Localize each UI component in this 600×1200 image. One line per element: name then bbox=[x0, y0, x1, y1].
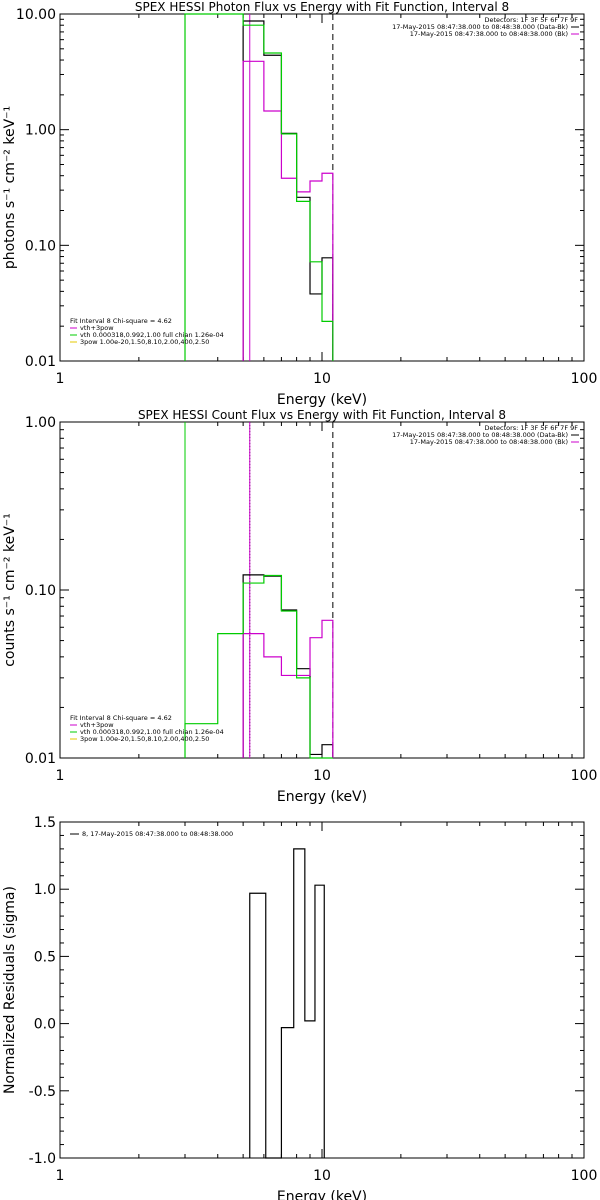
series-data bbox=[242, 20, 334, 361]
x-tick-label: 100 bbox=[571, 768, 598, 784]
plot-frame bbox=[59, 821, 585, 1159]
y-tick-label: 1.00 bbox=[25, 123, 56, 139]
x-tick-label: 1 bbox=[56, 371, 65, 387]
x-axis-label: Energy (keV) bbox=[277, 789, 367, 805]
x-axis-label: Energy (keV) bbox=[277, 392, 367, 408]
legend-entry: 17-May-2015 08:47:38.000 to 08:48:38.000… bbox=[410, 438, 568, 446]
legend-entry: 8, 17-May-2015 08:47:38.000 to 08:48:38.… bbox=[82, 830, 233, 838]
series-total bbox=[242, 60, 334, 361]
chart-title: SPEX HESSI Photon Flux vs Energy with Fi… bbox=[135, 0, 509, 14]
x-tick-label: 10 bbox=[313, 768, 331, 784]
chart-title: SPEX HESSI Count Flux vs Energy with Fit… bbox=[138, 408, 506, 422]
panel-2: SPEX HESSI Count Flux vs Energy with Fit… bbox=[2, 408, 597, 805]
y-tick-label: 0.10 bbox=[25, 238, 56, 254]
y-axis-label: Normalized Residuals (sigma) bbox=[2, 886, 18, 1094]
legend-entry: vth 0.000318,0.992,1.00 full chian 1.26e… bbox=[80, 331, 224, 339]
legend-detectors: Detectors: 1F 3F 5F 6F 7F 9F bbox=[484, 424, 578, 432]
x-tick-label: 1 bbox=[56, 768, 65, 784]
x-tick-label: 100 bbox=[571, 1168, 598, 1184]
y-tick-label: 10.00 bbox=[16, 7, 56, 23]
legend-entry: vth+3pow bbox=[80, 721, 114, 729]
y-tick-label: 0.10 bbox=[25, 583, 56, 599]
y-tick-label: 1.0 bbox=[34, 882, 56, 898]
y-tick-label: 0.0 bbox=[34, 1017, 56, 1033]
panel-1: SPEX HESSI Photon Flux vs Energy with Fi… bbox=[2, 0, 597, 408]
series-data bbox=[242, 574, 334, 758]
legend-fit-header: Fit Interval 8 Chi-square = 4.62 bbox=[70, 714, 172, 722]
x-axis-label: Energy (keV) bbox=[277, 1189, 367, 1200]
y-tick-label: -0.5 bbox=[29, 1084, 56, 1100]
plot-frame bbox=[59, 421, 585, 759]
legend-entry: vth+3pow bbox=[80, 324, 114, 332]
legend-entry: 3pow 1.00e-20,1.50,8.10,2.00,400,2.50 bbox=[80, 338, 209, 346]
x-tick-label: 1 bbox=[56, 1168, 65, 1184]
x-tick-label: 10 bbox=[313, 371, 331, 387]
legend-entry: 17-May-2015 08:47:38.000 to 08:48:38.000… bbox=[392, 431, 568, 439]
x-tick-label: 10 bbox=[313, 1168, 331, 1184]
legend-fit-header: Fit Interval 8 Chi-square = 4.62 bbox=[70, 317, 172, 325]
legend-entry: vth 0.000318,0.992,1.00 full chian 1.26e… bbox=[80, 728, 224, 736]
legend-entry: 17-May-2015 08:47:38.000 to 08:48:38.000… bbox=[410, 30, 568, 38]
y-tick-label: 1.00 bbox=[25, 415, 56, 431]
legend-entry: 3pow 1.00e-20,1.50,8.10,2.00,400,2.50 bbox=[80, 735, 209, 743]
y-tick-label: 1.5 bbox=[34, 815, 56, 831]
panel-3: 1 10 100 Energy (keV) -1.0 -0.5 0.0 0.5 1.0 1.5 No… bbox=[2, 815, 597, 1200]
y-tick-label: 0.01 bbox=[25, 354, 56, 370]
series-vth bbox=[184, 13, 334, 361]
legend-detectors: Detectors: 1F 3F 5F 6F 7F 9F bbox=[484, 16, 578, 24]
series-data bbox=[249, 848, 325, 1159]
legend-entry: 17-May-2015 08:47:38.000 to 08:48:38.000… bbox=[392, 23, 568, 31]
y-tick-label: 0.01 bbox=[25, 751, 56, 767]
y-tick-label: 0.5 bbox=[34, 949, 56, 965]
y-axis-label: photons s⁻¹ cm⁻² keV⁻¹ bbox=[2, 106, 18, 269]
series-vth bbox=[184, 574, 333, 759]
x-tick-label: 100 bbox=[571, 371, 598, 387]
series-total bbox=[242, 619, 334, 758]
y-tick-label: -1.0 bbox=[29, 1151, 56, 1167]
y-axis-label: counts s⁻¹ cm⁻² keV⁻¹ bbox=[2, 513, 18, 667]
